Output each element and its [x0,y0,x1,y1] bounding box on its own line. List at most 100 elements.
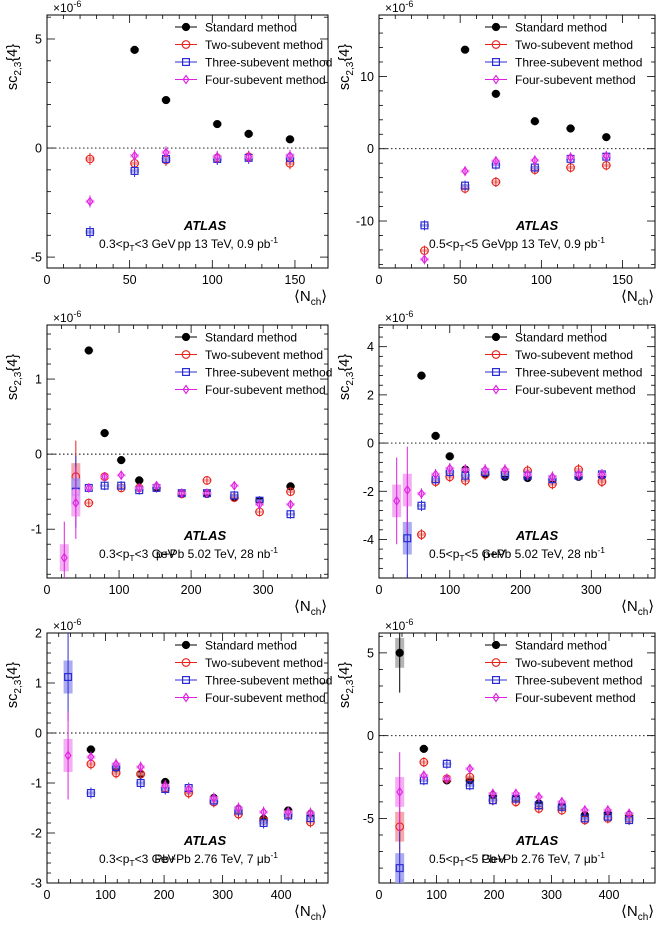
data-point [210,793,218,803]
legend-marker [492,74,500,85]
x-axis-title-tail: ⟩ [648,903,654,920]
y-axis-title-tail: {4} [337,44,353,62]
plot-frame [378,324,656,579]
y-axis-title-sub: 2,3 [13,679,24,693]
legend-label: Two-subevent method [515,38,633,52]
y-axis-title-main: sc [337,76,353,91]
x-tick-label: 100 [426,888,447,902]
data-point [461,464,469,475]
data-point [135,482,143,493]
y-tick-label: 1 [35,373,42,387]
x-axis-title-tail: ⟩ [321,288,327,305]
x-axis-title-main: ⟨N [294,598,311,615]
y-tick-label: 2 [35,627,42,641]
data-point [230,480,238,491]
pt-label-sub: T [129,858,134,868]
data-point [135,476,144,485]
x-tick-label: 300 [541,888,562,902]
chart-panel-5: 0 100 200 300 400 -3 -2 -1 0 1 2 ×10-6 sc2,3{4} ⟨Nch⟩… [5,617,332,923]
data-point [130,166,139,175]
legend-marker [182,57,191,66]
dataset-label: Pb+Pb 2.76 TeV, 7 μb-1 [481,850,605,866]
series-two-subevent-method [85,150,295,170]
legend-label: Two-subevent method [515,348,633,362]
plot-frame [378,14,656,269]
data-point [101,471,109,482]
data-point [403,534,412,543]
y-tick-label: -1 [31,777,42,791]
y-tick-label: 10 [360,70,374,84]
pt-label-sub: T [129,553,134,563]
series-four-subevent-method [59,466,296,578]
exponent-base: ×10 [385,311,406,325]
data-point [285,135,295,144]
data-point [245,151,253,162]
x-tick-label: 300 [581,583,602,597]
x-tick-label: 200 [154,888,175,902]
data-point [501,464,509,475]
x-tick-label: 150 [285,273,306,287]
data-point [117,470,125,481]
dataset-label-sup: -1 [270,545,278,555]
atlas-label: ATLAS [515,833,559,848]
data-point [85,154,95,164]
x-tick-label: 0 [44,583,51,597]
data-point [403,485,411,496]
y-axis-title-sub: 2,3 [13,61,24,75]
data-point [491,177,501,187]
x-tick-label: 200 [484,888,505,902]
data-point [489,788,497,799]
legend-label: Three-subevent method [205,674,332,688]
atlas-label: ATLAS [183,218,227,233]
legend-marker [492,368,501,377]
pt-label-sub: T [459,553,464,563]
x-tick-label: 100 [531,273,552,287]
x-tick-label: 50 [123,273,137,287]
legend-marker [181,40,191,49]
x-tick-label: 0 [44,888,51,902]
data-point [286,150,294,161]
data-point [87,752,95,762]
legend-label: Four-subevent method [515,691,636,705]
data-point [417,488,425,499]
legend: Standard method Two-subevent method Three-… [175,639,332,705]
legend-label: Two-subevent method [515,656,633,670]
x-axis-title-sub: ch [311,607,322,618]
data-point [60,552,68,563]
data-point [417,371,426,380]
x-axis-title-main: ⟨N [621,903,638,920]
exponent-power: -6 [405,0,413,9]
data-point [84,346,93,355]
x-tick-label: 400 [271,888,292,902]
y-axis-title-sub: 2,3 [345,371,356,385]
data-point [85,482,93,493]
y-tick-label: 2 [367,388,374,402]
series-standard-method [86,745,315,824]
legend: Standard method Two-subevent method Three-… [485,331,642,397]
legend: Standard method Two-subevent method Three-… [175,331,332,397]
data-point [213,119,222,129]
data-point [460,45,470,54]
kinematic-label: 0.3<pT<3 GeV [99,852,176,868]
data-point [64,672,73,681]
x-tick-label: 100 [95,888,116,902]
dataset-label-main: p+Pb 5.02 TeV, 28 nb [156,547,271,561]
dataset-label-sup: -1 [270,850,278,860]
series-standard-method [460,45,611,142]
x-tick-label: 100 [202,273,223,287]
x-tick-label: 200 [181,583,202,597]
legend-marker [491,658,501,667]
legend-marker [182,384,190,395]
pt-label-sub: T [459,858,464,868]
y-axis-title-tail: {4} [337,354,353,372]
x-tick-label: 200 [510,583,531,597]
data-point [602,150,610,161]
exponent-power: -6 [73,617,81,627]
data-point [256,499,264,510]
data-point [86,196,94,207]
data-point [445,452,454,461]
y-axis-title: sc2,3{4} [5,662,24,708]
legend: Standard method Two-subevent method Three-… [175,21,332,87]
x-axis-title-tail: ⟩ [321,903,327,920]
legend-label: Standard method [515,639,607,653]
